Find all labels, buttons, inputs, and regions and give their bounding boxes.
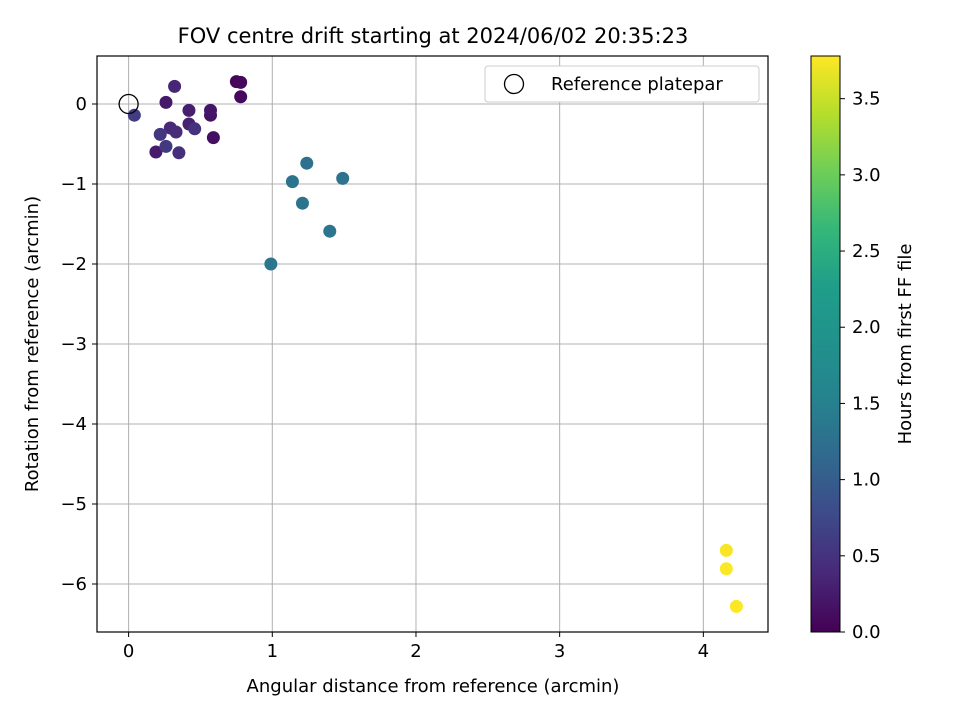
scatter-point — [336, 171, 350, 185]
x-tick-label: 0 — [123, 641, 134, 662]
y-tick-label: 0 — [76, 94, 87, 115]
scatter-point — [206, 131, 220, 145]
colorbar-ticks: 0.0 0.5 1.0 1.5 2.0 2.5 3.0 3.5 — [840, 89, 881, 643]
scatter-point — [729, 599, 743, 613]
plot-grid — [97, 56, 768, 632]
x-axis-label: Angular distance from reference (arcmin) — [247, 676, 620, 697]
y-tick-label: −3 — [60, 334, 87, 355]
x-axis-ticks: 0 1 2 3 4 — [123, 632, 709, 662]
x-tick-label: 4 — [698, 641, 709, 662]
y-tick-label: −4 — [60, 414, 87, 435]
scatter-point — [127, 108, 141, 122]
colorbar-tick-label: 3.5 — [852, 89, 881, 110]
scatter-point — [182, 103, 196, 117]
colorbar-tick-label: 0.0 — [852, 622, 881, 643]
colorbar-tick-label: 1.0 — [852, 470, 881, 491]
colorbar-gradient — [810, 55, 841, 633]
scatter-point — [300, 156, 314, 170]
scatter-points — [118, 75, 743, 613]
scatter-point — [149, 145, 163, 159]
scatter-point — [153, 127, 167, 141]
scatter-point — [295, 196, 309, 210]
colorbar: 0.0 0.5 1.0 1.5 2.0 2.5 3.0 3.5 Hours from firs… — [810, 55, 916, 643]
colorbar-tick-label: 3.0 — [852, 165, 881, 186]
scatter-point — [159, 95, 173, 109]
scatter-point — [719, 562, 733, 576]
legend: Reference platepar — [484, 65, 760, 103]
x-tick-label: 3 — [554, 641, 565, 662]
scatter-point — [234, 90, 248, 104]
chart-title: FOV centre drift starting at 2024/06/02 … — [178, 24, 689, 48]
scatter-point — [234, 75, 248, 89]
scatter-point — [169, 125, 183, 139]
scatter-point — [172, 146, 186, 160]
y-axis-ticks: 0 −1 −2 −3 −4 −5 −6 — [60, 94, 97, 595]
scatter-point — [285, 175, 299, 189]
scatter-point — [264, 257, 278, 271]
colorbar-tick-label: 1.5 — [852, 393, 881, 414]
colorbar-label: Hours from first FF file — [895, 244, 916, 445]
legend-reference-marker — [503, 73, 525, 95]
legend-box — [484, 65, 760, 103]
y-tick-label: −6 — [60, 574, 87, 595]
colorbar-tick-label: 2.5 — [852, 241, 881, 262]
legend-label-reference-platepar: Reference platepar — [551, 74, 723, 95]
x-tick-label: 1 — [267, 641, 278, 662]
colorbar-tick-label: 2.0 — [852, 317, 881, 338]
x-tick-label: 2 — [410, 641, 421, 662]
y-tick-label: −2 — [60, 254, 87, 275]
y-tick-label: −1 — [60, 174, 87, 195]
scatter-point — [168, 79, 182, 93]
colorbar-tick-label: 0.5 — [852, 546, 881, 567]
scatter-point — [204, 103, 218, 117]
reference-platepar-marker — [118, 93, 139, 115]
scatter-point — [323, 224, 337, 238]
scatter-point — [188, 122, 202, 136]
scatter-point — [159, 139, 173, 153]
y-axis-label: Rotation from reference (arcmin) — [22, 196, 43, 492]
scatter-point — [719, 543, 733, 557]
y-tick-label: −5 — [60, 494, 87, 515]
